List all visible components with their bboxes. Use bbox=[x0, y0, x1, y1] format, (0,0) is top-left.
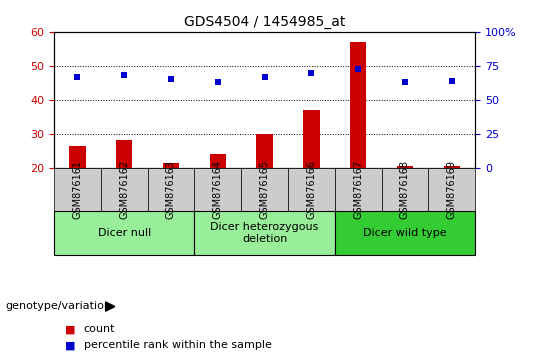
Polygon shape bbox=[105, 302, 115, 311]
Bar bbox=[428, 167, 475, 211]
Bar bbox=[194, 167, 241, 211]
Text: ■: ■ bbox=[65, 340, 75, 350]
Text: Dicer heterozygous
deletion: Dicer heterozygous deletion bbox=[211, 222, 319, 244]
Bar bbox=[335, 211, 475, 255]
Text: GSM876162: GSM876162 bbox=[119, 160, 129, 219]
Text: Dicer wild type: Dicer wild type bbox=[363, 228, 447, 238]
Bar bbox=[256, 134, 273, 167]
Bar bbox=[382, 167, 428, 211]
Bar bbox=[397, 166, 413, 167]
Bar bbox=[116, 141, 132, 167]
Bar bbox=[54, 211, 194, 255]
Bar bbox=[288, 167, 335, 211]
Text: Dicer null: Dicer null bbox=[98, 228, 151, 238]
Text: GSM876165: GSM876165 bbox=[260, 160, 269, 219]
Text: ■: ■ bbox=[65, 324, 75, 334]
Bar bbox=[444, 166, 460, 167]
Text: GSM876166: GSM876166 bbox=[306, 160, 316, 219]
Text: GSM876167: GSM876167 bbox=[353, 160, 363, 219]
Text: GSM876163: GSM876163 bbox=[166, 160, 176, 219]
Text: GSM876164: GSM876164 bbox=[213, 160, 223, 219]
Bar bbox=[303, 110, 320, 167]
Bar bbox=[54, 167, 101, 211]
Bar bbox=[194, 211, 335, 255]
Bar bbox=[163, 162, 179, 167]
Bar bbox=[335, 167, 382, 211]
Bar bbox=[350, 42, 366, 167]
Text: GSM876169: GSM876169 bbox=[447, 160, 457, 219]
Text: GSM876168: GSM876168 bbox=[400, 160, 410, 219]
Bar bbox=[101, 167, 147, 211]
Text: count: count bbox=[84, 324, 115, 334]
Bar bbox=[241, 167, 288, 211]
Title: GDS4504 / 1454985_at: GDS4504 / 1454985_at bbox=[184, 16, 345, 29]
Bar bbox=[210, 154, 226, 167]
Text: GSM876161: GSM876161 bbox=[72, 160, 83, 219]
Bar bbox=[147, 167, 194, 211]
Text: genotype/variation: genotype/variation bbox=[5, 301, 111, 311]
Bar bbox=[69, 145, 85, 167]
Text: percentile rank within the sample: percentile rank within the sample bbox=[84, 340, 272, 350]
